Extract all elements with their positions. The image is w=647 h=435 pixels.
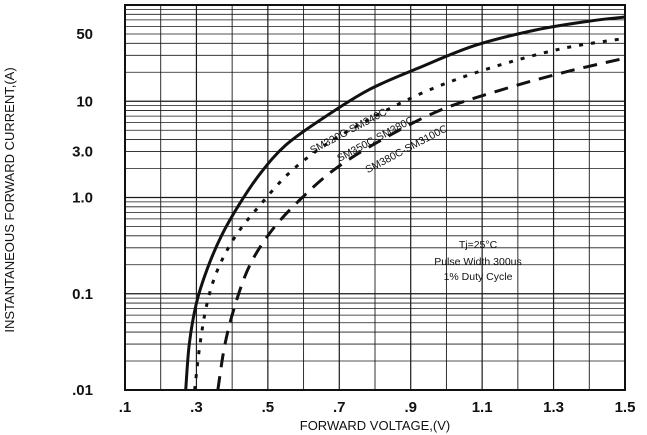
x-tick-label: .1 <box>119 399 132 416</box>
note-line: 1% Duty Cycle <box>444 271 513 283</box>
series-layer <box>184 15 626 391</box>
grid <box>125 5 625 390</box>
y-tick-label: 10 <box>76 93 93 110</box>
y-tick-label: 1.0 <box>72 190 93 207</box>
x-tick-label: .9 <box>404 399 417 416</box>
x-axis-title: FORWARD VOLTAGE,(V) <box>300 418 450 433</box>
series-sm320c-sm340c <box>184 15 626 391</box>
tick-labels: .1 .3 .5 .7 .9 1.1 1.3 1.5 .01 0.1 1.0 3.0 10 50 <box>72 26 635 416</box>
note-line: Pulse Width 300us <box>434 256 522 268</box>
y-tick-label: 50 <box>76 26 93 43</box>
y-tick-label: 0.1 <box>72 286 93 303</box>
plot-frame <box>124 4 626 391</box>
series-sm380c-sm3100c <box>216 56 626 391</box>
y-tick-label: .01 <box>72 382 93 399</box>
y-axis-title: INSTANTANEOUS FORWARD CURRENT,(A) <box>2 67 17 332</box>
x-tick-label: .7 <box>333 399 346 416</box>
x-tick-label: .3 <box>190 399 203 416</box>
note-line: Tj=25°C <box>459 239 498 251</box>
x-tick-label: 1.3 <box>543 399 564 416</box>
y-tick-label: 3.0 <box>72 144 93 161</box>
x-tick-label: .5 <box>262 399 275 416</box>
x-tick-label: 1.1 <box>472 399 493 416</box>
series-sm350c-sm380c <box>193 36 626 391</box>
x-tick-label: 1.5 <box>615 399 636 416</box>
test-conditions-note: Tj=25°C Pulse Width 300us 1% Duty Cycle <box>434 239 522 283</box>
